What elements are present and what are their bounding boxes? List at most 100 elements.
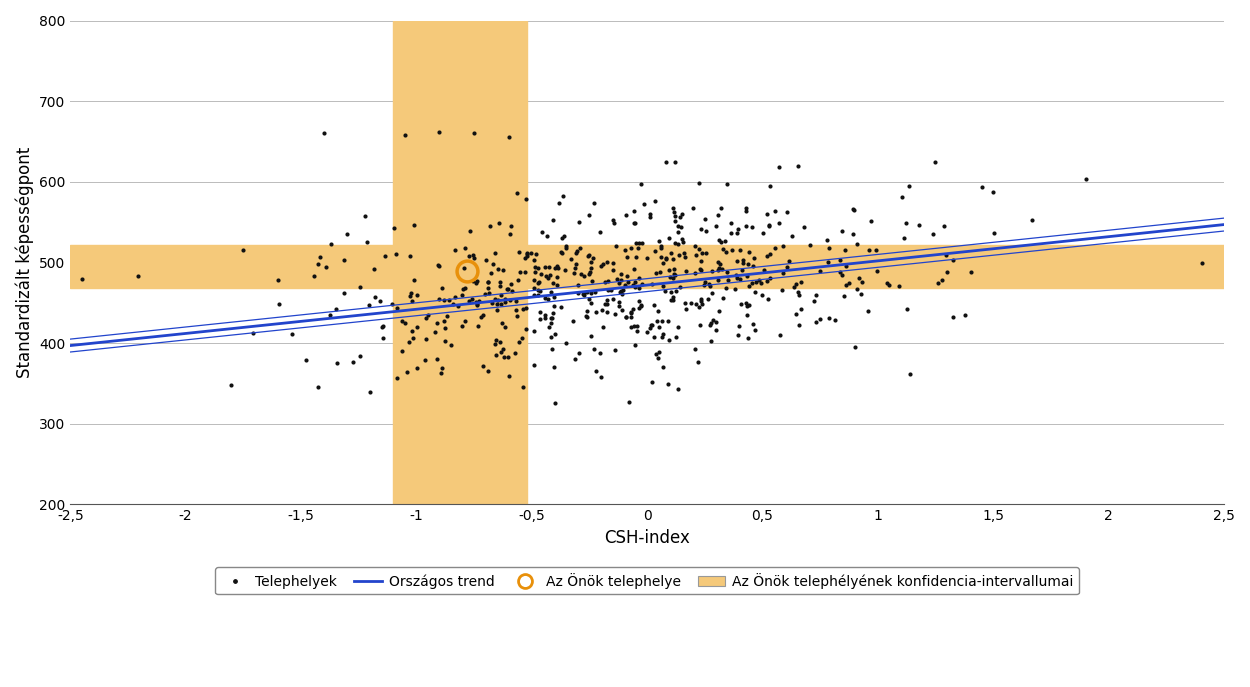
Point xyxy=(510,267,530,278)
Point xyxy=(772,240,792,251)
Point xyxy=(624,264,644,275)
Point xyxy=(707,256,727,267)
Point xyxy=(491,346,511,357)
Point xyxy=(671,221,691,232)
Point xyxy=(760,273,780,284)
X-axis label: CSH-index: CSH-index xyxy=(604,529,690,547)
Point xyxy=(651,240,671,251)
Point xyxy=(706,221,726,232)
Point xyxy=(592,258,612,269)
Point xyxy=(529,277,549,288)
Point xyxy=(726,269,746,280)
Point xyxy=(524,289,544,300)
Point xyxy=(664,273,684,284)
Point xyxy=(745,324,765,335)
Point xyxy=(359,300,379,311)
Point xyxy=(455,282,475,293)
Point xyxy=(718,179,738,190)
Point xyxy=(741,221,761,232)
Point xyxy=(738,310,758,321)
Point xyxy=(624,205,644,216)
Point xyxy=(934,221,954,232)
Point xyxy=(661,294,681,305)
Point xyxy=(759,221,779,232)
Point xyxy=(624,217,644,228)
Point xyxy=(435,335,455,346)
Point xyxy=(604,218,624,229)
Point xyxy=(549,198,569,209)
Point xyxy=(499,370,519,381)
Point xyxy=(651,315,671,326)
Point xyxy=(535,292,555,303)
Point xyxy=(462,293,482,304)
Point xyxy=(581,256,601,267)
Point xyxy=(670,281,690,292)
Point xyxy=(628,326,648,337)
Point xyxy=(401,326,421,337)
Point xyxy=(328,357,348,368)
Point xyxy=(528,277,548,288)
Point xyxy=(506,304,526,315)
Point xyxy=(616,251,636,262)
Point xyxy=(548,262,568,273)
Point xyxy=(728,256,748,267)
Point xyxy=(268,275,288,286)
Point xyxy=(772,267,792,278)
Point xyxy=(415,355,435,366)
Point xyxy=(878,278,898,289)
Point xyxy=(490,280,510,291)
Point xyxy=(572,289,592,300)
Point xyxy=(602,258,622,269)
Point xyxy=(604,264,624,275)
Point xyxy=(491,289,511,300)
Point xyxy=(640,208,660,219)
Point xyxy=(546,261,566,272)
Point xyxy=(455,243,475,254)
Point xyxy=(665,238,685,249)
Point xyxy=(571,268,591,279)
Point xyxy=(640,323,660,334)
Point xyxy=(501,278,521,289)
Point xyxy=(668,221,688,232)
Point xyxy=(699,294,719,305)
Point xyxy=(786,308,806,319)
Point xyxy=(830,267,850,278)
Point xyxy=(480,221,500,232)
Point xyxy=(536,271,556,282)
Point xyxy=(401,287,421,298)
Point xyxy=(445,292,465,303)
Point xyxy=(515,267,535,278)
Point xyxy=(641,278,661,289)
Point xyxy=(650,267,670,278)
Point xyxy=(782,230,802,241)
Point xyxy=(725,284,745,295)
Point xyxy=(488,298,508,309)
Point xyxy=(491,299,511,310)
Point xyxy=(769,162,789,173)
Point xyxy=(551,302,571,313)
Point xyxy=(516,193,536,204)
Point xyxy=(449,301,469,312)
Point xyxy=(518,248,538,259)
Point xyxy=(820,243,840,254)
Point xyxy=(889,281,909,292)
Point xyxy=(530,306,550,317)
Point xyxy=(464,253,484,264)
Point xyxy=(621,243,641,254)
Point xyxy=(392,345,412,356)
Point xyxy=(616,311,636,322)
Point xyxy=(631,300,651,311)
Point xyxy=(760,249,780,260)
Point xyxy=(674,247,694,258)
Point xyxy=(709,305,729,316)
Point xyxy=(691,265,711,276)
Point xyxy=(634,199,654,210)
Point xyxy=(590,348,610,359)
Point xyxy=(606,240,626,251)
Point xyxy=(730,245,750,256)
Point xyxy=(849,272,869,283)
Point xyxy=(565,354,585,365)
Point xyxy=(545,329,565,340)
Point xyxy=(738,300,758,311)
Point xyxy=(269,299,289,310)
